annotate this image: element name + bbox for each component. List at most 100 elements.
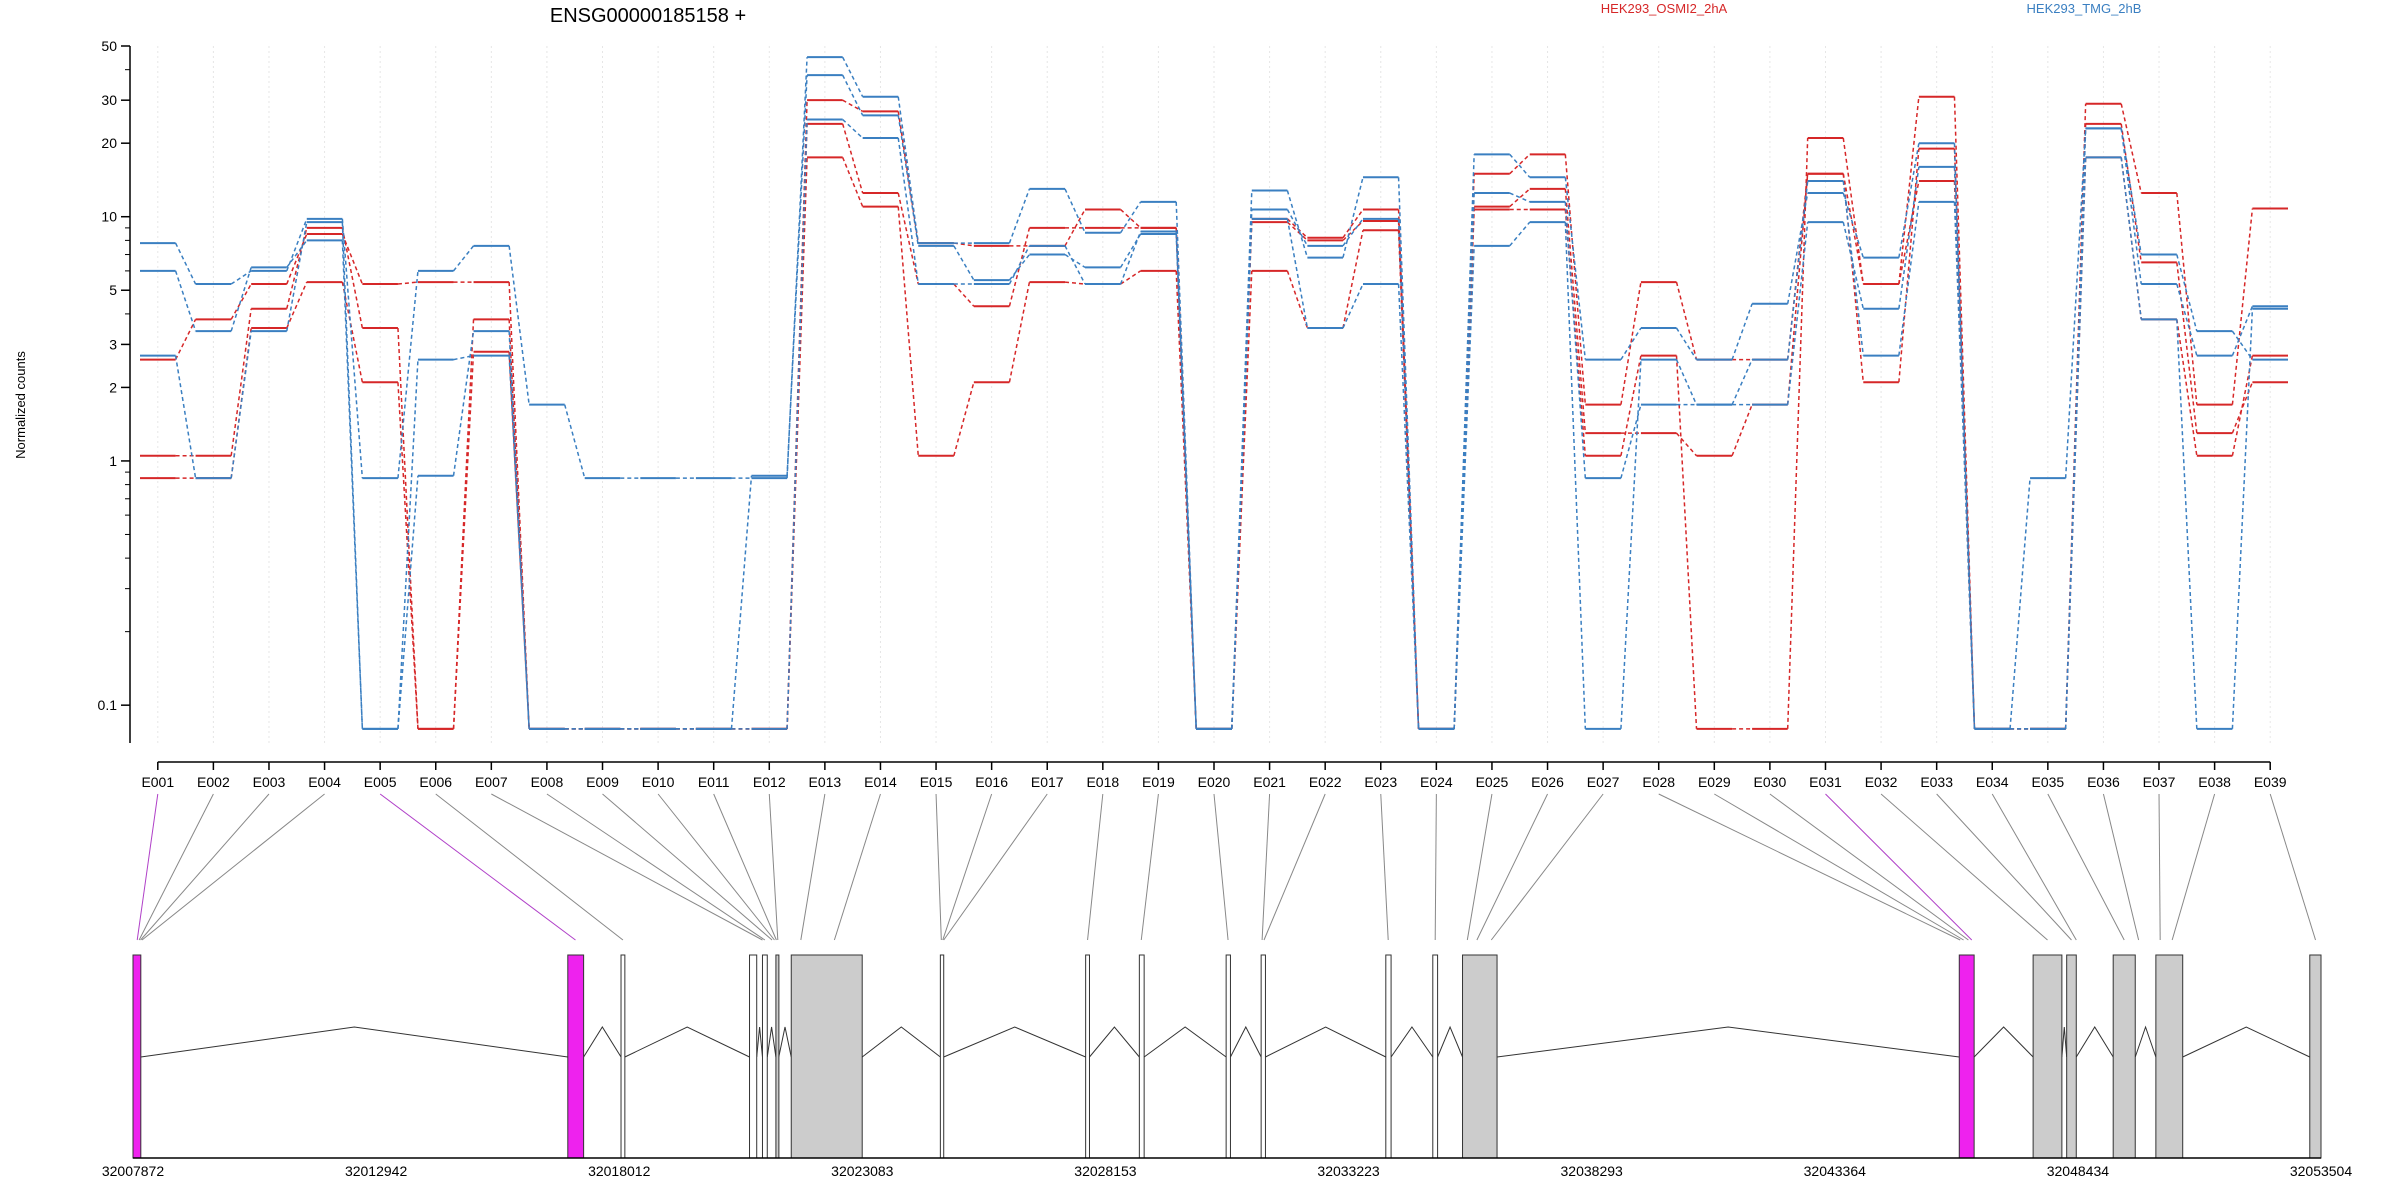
bin-connector-line (1213, 793, 1229, 941)
series-connector (1008, 281, 1031, 383)
intron-line (1089, 1026, 1140, 1058)
series-connector (1842, 180, 1865, 356)
series-connector (508, 319, 530, 729)
series-connector (1286, 218, 1308, 239)
x-tick-label: E014 (864, 774, 897, 790)
x-tick-label: E025 (1476, 774, 1509, 790)
bin-connector-line (657, 793, 775, 941)
intron-line (861, 1026, 941, 1058)
exon-box (939, 954, 945, 1159)
series-connector (1119, 233, 1142, 268)
x-tick-label: E029 (1698, 774, 1731, 790)
x-tick-label: E006 (419, 774, 452, 790)
bin-connector-line (1263, 793, 1326, 941)
series-connector (2009, 478, 2031, 729)
series-connector (508, 355, 530, 729)
series-connector (2176, 319, 2198, 729)
series-connector (1342, 218, 1364, 247)
bin-connector-line (2102, 793, 2140, 941)
series-connector (2064, 157, 2087, 729)
series-connector (2231, 208, 2254, 405)
intron-line (766, 1026, 777, 1058)
series-connector (341, 240, 364, 729)
x-tick-label: E035 (2031, 774, 2064, 790)
series-connector (397, 270, 419, 479)
x-tick-label: E034 (1976, 774, 2009, 790)
series-connector (230, 270, 252, 285)
x-tick-label: E039 (2254, 774, 2287, 790)
bin-connector-line (602, 793, 773, 941)
bin-connector-line (800, 793, 826, 941)
bin-connector-line (141, 793, 325, 941)
series-connector (2176, 192, 2198, 405)
series-connector (842, 99, 864, 113)
series-connector (1397, 177, 1420, 729)
series-connector (953, 382, 975, 456)
series-connector (841, 56, 864, 98)
series-connector (1675, 432, 1698, 457)
genomic-tick-label: 32033223 (1317, 1163, 1380, 1179)
x-tick-label: E024 (1420, 774, 1453, 790)
exon-box (775, 954, 780, 1159)
exon-box (749, 954, 758, 1159)
bin-connector-line (1466, 793, 1493, 941)
genomic-tick-label: 32048434 (2047, 1163, 2110, 1179)
series-connector (174, 355, 197, 479)
series-connector (1119, 201, 1142, 234)
series-connector (1342, 283, 1364, 329)
series-connector (1509, 153, 1531, 178)
intron-line (1143, 1026, 1227, 1058)
series-6 (140, 118, 2288, 730)
x-tick-label: E017 (1031, 774, 1064, 790)
series-connector (1175, 231, 1197, 729)
x-tick-label: E010 (642, 774, 675, 790)
series-connector (2120, 103, 2142, 194)
series-connector (286, 281, 308, 329)
series-connector (286, 222, 308, 332)
series-connector (174, 242, 197, 285)
y-tick-label: 30 (101, 92, 117, 108)
exon-box (2309, 954, 2322, 1159)
y-tick-label: 1 (109, 453, 117, 469)
y-tick-label: 50 (101, 38, 117, 54)
bin-connector-line (138, 793, 214, 941)
x-tick-label: E007 (475, 774, 508, 790)
genomic-tick-label: 32028153 (1074, 1163, 1137, 1179)
x-tick-label: E021 (1253, 774, 1286, 790)
series-connector (1509, 221, 1531, 247)
bin-connector-line (1658, 793, 1961, 941)
bin-connector-line (379, 793, 576, 941)
x-tick-label: E002 (197, 774, 230, 790)
bin-connector-line (935, 793, 942, 941)
series-connector (341, 218, 364, 479)
series-connector (230, 331, 252, 479)
series-connector (841, 123, 864, 194)
series-connector (1286, 218, 1309, 329)
series-connector (452, 245, 475, 272)
series-connector (397, 475, 419, 729)
series-connector (1509, 188, 1531, 208)
series-connector (953, 245, 975, 281)
series-connector (1786, 222, 1809, 405)
series-connector (2231, 330, 2254, 361)
series-connector (786, 57, 808, 479)
series-connector (2120, 128, 2142, 285)
x-tick-label: E019 (1142, 774, 1175, 790)
exon-box (1958, 954, 1975, 1159)
bin-connector-line (2158, 793, 2161, 941)
series-connector (1397, 218, 1420, 729)
bin-connector-line (1880, 793, 2048, 941)
series-connector (1842, 137, 1865, 285)
series-connector (1898, 180, 1920, 285)
series-connector (1675, 327, 1698, 360)
series-connector (1842, 192, 1864, 258)
series-connector (174, 270, 197, 332)
series-connector (1564, 188, 1587, 434)
bin-connector-line (1991, 793, 2077, 941)
exon-box (620, 954, 626, 1159)
x-tick-label: E009 (586, 774, 619, 790)
series-connector (286, 233, 308, 285)
bin-connector-line (1769, 793, 1969, 941)
series-connector (174, 319, 197, 360)
